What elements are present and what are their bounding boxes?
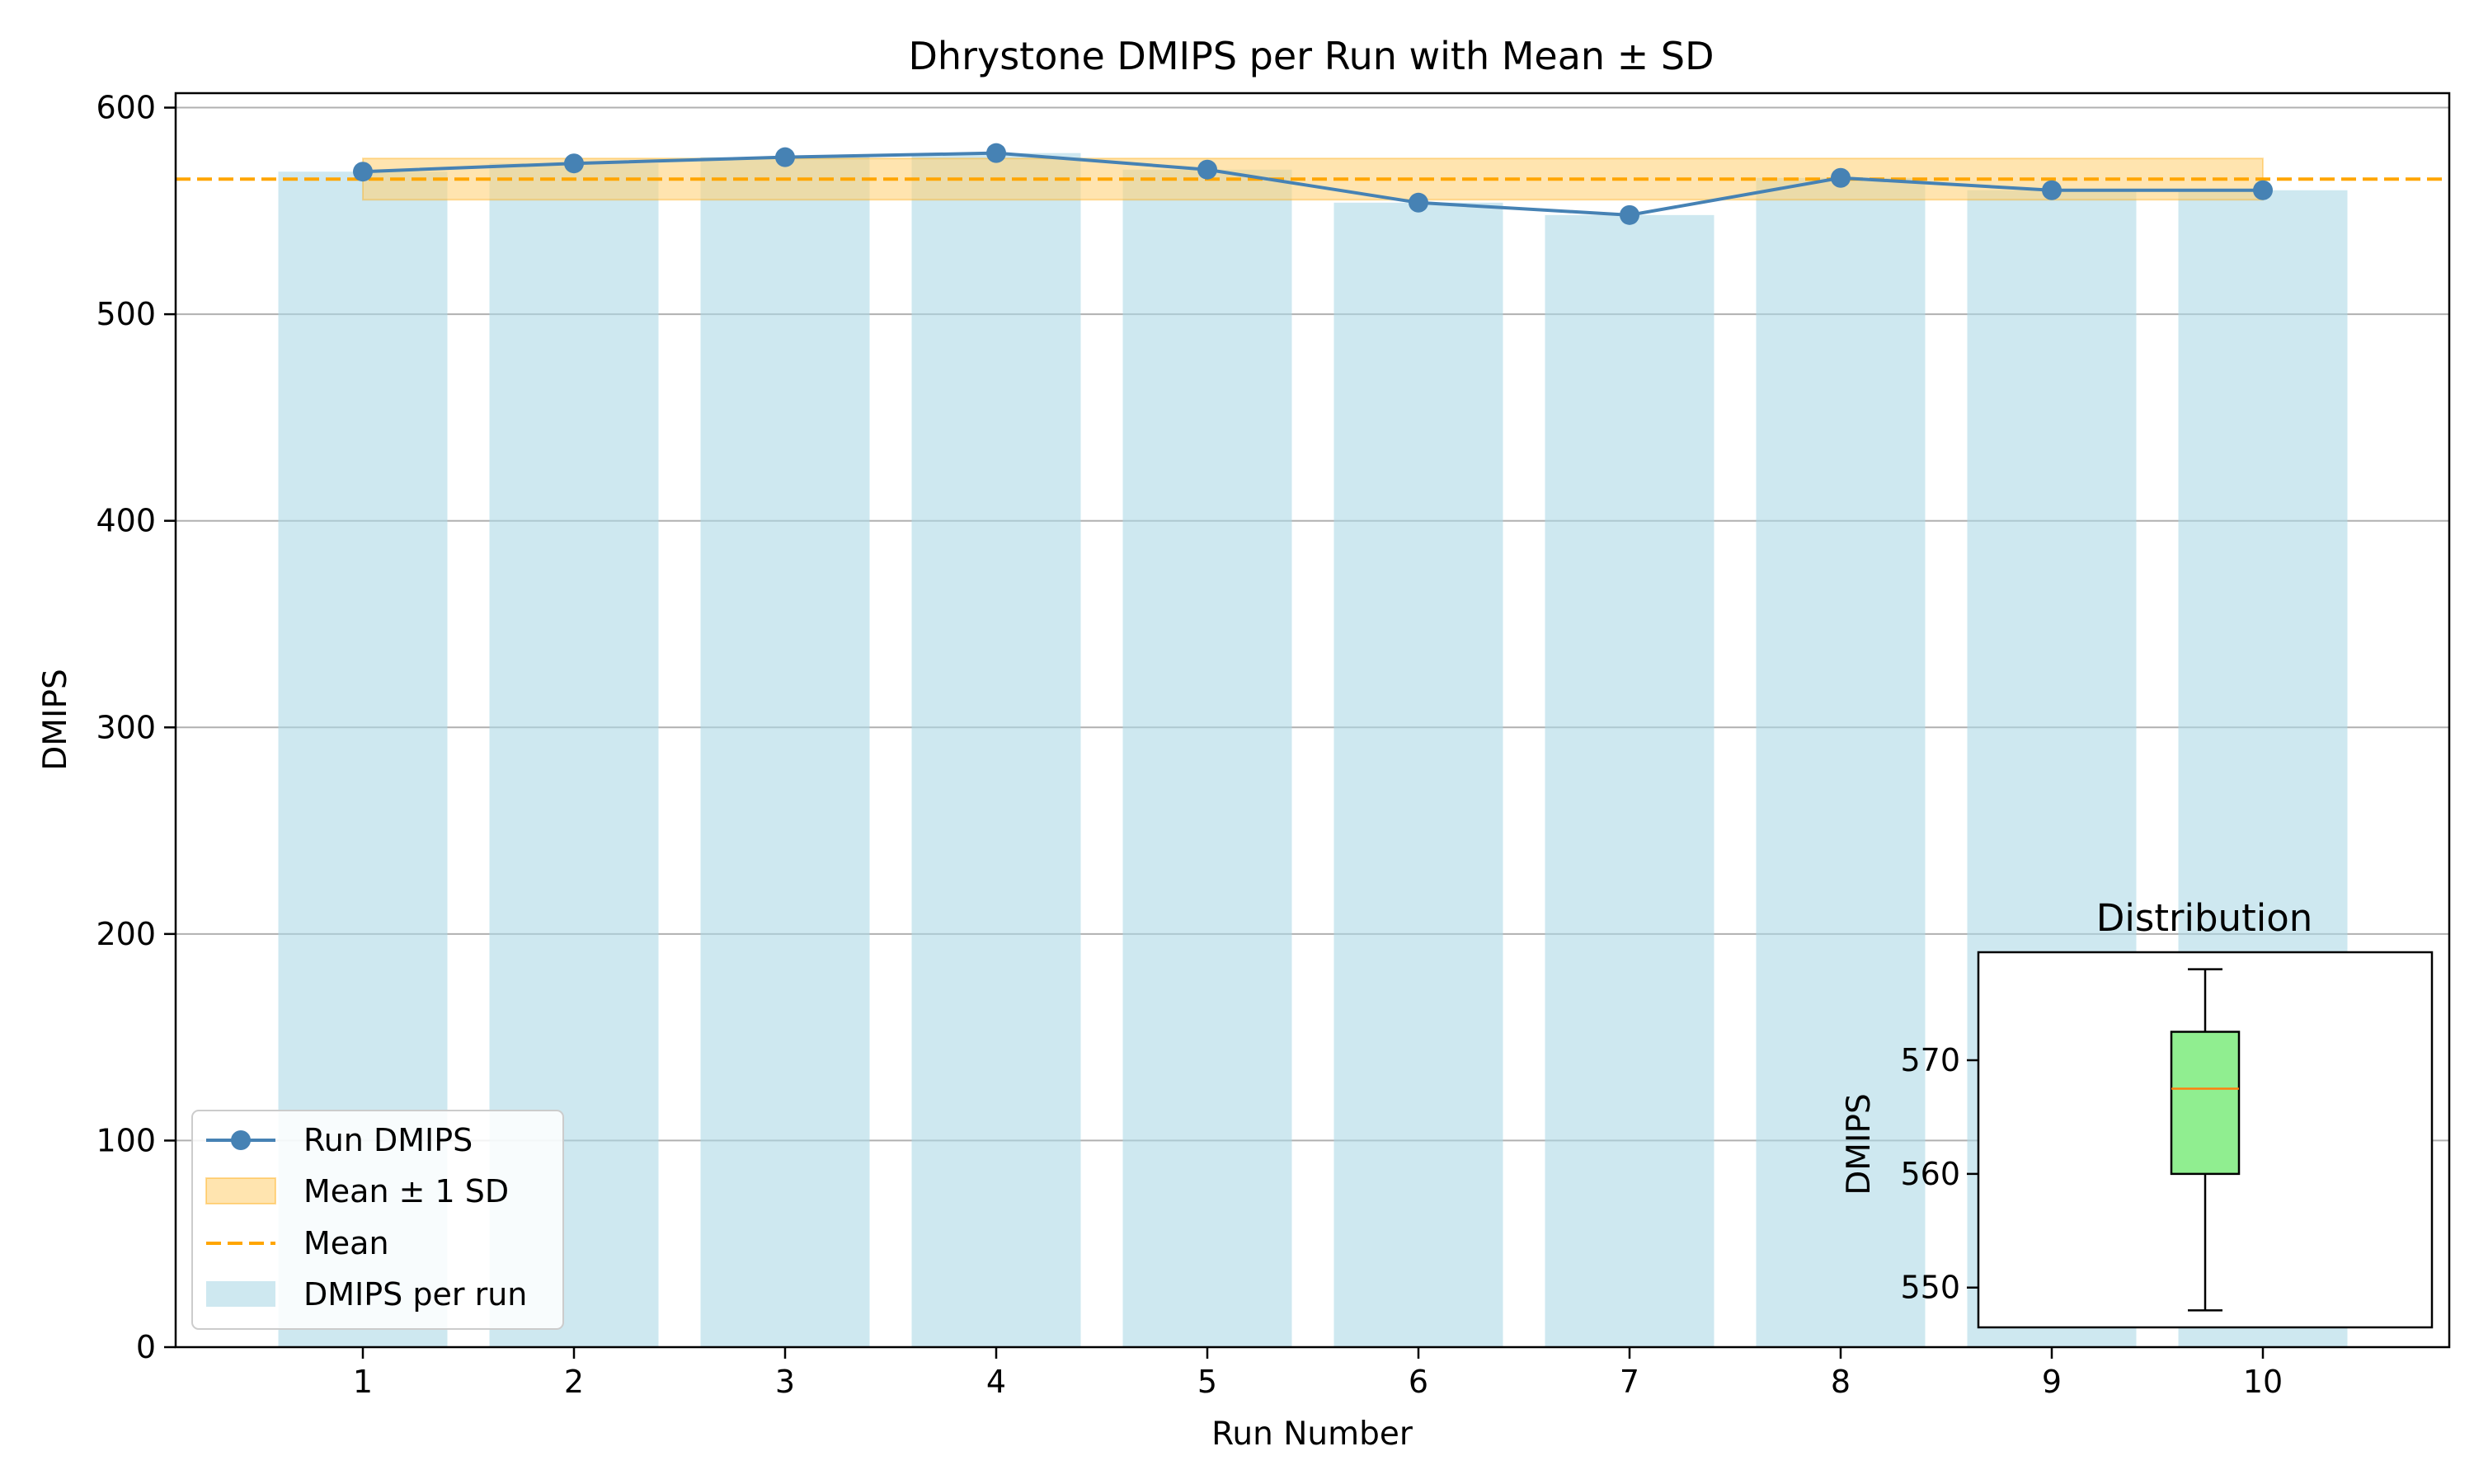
box-element [2170, 968, 2241, 1312]
data-point [1197, 159, 1217, 180]
bar [1545, 214, 1714, 1347]
y-axis-ticks: 0 100 200 300 400 500 600 [96, 90, 176, 1365]
inset-y-ticks: 550 560 570 [1900, 1042, 1978, 1306]
x-axis-label: Run Number [1211, 1416, 1413, 1453]
plot-frame [174, 92, 2451, 1349]
legend-label-run-dmips: Run DMIPS [303, 1122, 473, 1158]
x-tick-label: 4 [986, 1364, 1006, 1400]
x-axis-ticks: 1 2 3 4 5 6 7 8 9 10 [353, 1347, 2283, 1400]
legend-label-bars: DMIPS per run [303, 1276, 527, 1313]
bar [700, 157, 870, 1348]
data-point [775, 147, 795, 167]
x-tick-label: 9 [2042, 1364, 2062, 1400]
y-tick-label: 300 [96, 709, 156, 745]
x-tick-label: 7 [1620, 1364, 1639, 1400]
bar-series [278, 153, 2348, 1348]
legend-bar-swatch [206, 1281, 275, 1307]
run-dmips-line [362, 151, 2263, 217]
x-tick-label: 1 [353, 1364, 373, 1400]
inset-title: Distribution [2096, 896, 2313, 940]
bar [1333, 202, 1503, 1347]
inset-y-tick-label: 570 [1900, 1042, 1960, 1078]
y-tick-label: 500 [96, 296, 156, 332]
y-tick-label: 0 [136, 1329, 156, 1365]
inset-y-axis-label: DMIPS [1841, 1093, 1878, 1195]
data-point [353, 162, 373, 182]
legend-label-band: Mean ± 1 SD [303, 1173, 509, 1209]
inset-boxplot: Distribution 550 560 570 DMIPS [1841, 896, 2434, 1329]
bar [1756, 177, 1926, 1347]
y-tick-label: 200 [96, 916, 156, 952]
legend: Run DMIPS Mean ± 1 SD Mean DMIPS per run [191, 1110, 564, 1330]
legend-label-mean: Mean [303, 1225, 389, 1261]
x-tick-label: 5 [1197, 1364, 1217, 1400]
data-point [2042, 180, 2062, 200]
data-point [1831, 167, 1851, 188]
data-point [2253, 180, 2273, 200]
x-tick-label: 10 [2243, 1364, 2283, 1400]
legend-frame [191, 1110, 564, 1330]
legend-line-marker [231, 1130, 251, 1150]
data-point [564, 153, 584, 174]
legend-band-swatch [205, 1177, 276, 1205]
y-tick-label: 600 [96, 90, 156, 126]
y-axis-label: DMIPS [37, 669, 74, 770]
inset-frame [1977, 951, 2434, 1329]
y-tick-label: 400 [96, 503, 156, 539]
line-series [353, 143, 2273, 225]
y-tick-label: 100 [96, 1122, 156, 1158]
iqr-box [2170, 1031, 2241, 1176]
inset-y-tick-label: 550 [1900, 1270, 1960, 1306]
x-tick-label: 8 [1831, 1364, 1851, 1400]
inset-y-tick-label: 560 [1900, 1156, 1960, 1192]
data-point [1620, 204, 1639, 225]
data-point [1409, 192, 1428, 213]
x-tick-label: 2 [564, 1364, 584, 1400]
x-tick-label: 3 [775, 1364, 795, 1400]
bar [911, 153, 1081, 1347]
chart-title: Dhrystone DMIPS per Run with Mean ± SD [909, 34, 1714, 78]
x-tick-label: 6 [1409, 1364, 1428, 1400]
bar [1122, 169, 1292, 1347]
data-point [986, 143, 1006, 163]
